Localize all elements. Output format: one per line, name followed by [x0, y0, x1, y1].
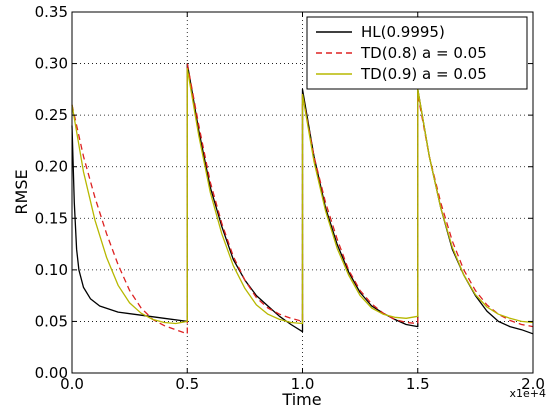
x-tick-label: 0.5: [175, 375, 199, 393]
ticks: [71, 11, 534, 374]
x-tick-label: 2.0: [521, 375, 545, 393]
y-tick-label: 0.10: [35, 261, 68, 279]
legend-box: [306, 16, 528, 90]
y-tick-label: 0.05: [35, 312, 68, 330]
legend-label-2: TD(0.8) a = 0.05: [360, 44, 487, 62]
x-tick-label: 0.0: [60, 375, 84, 393]
y-tick-label: 0.00: [35, 364, 68, 382]
legend-label-3: TD(0.9) a = 0.05: [360, 65, 487, 83]
x-tick-label: 1.0: [291, 375, 315, 393]
y-tick-label: 0.30: [35, 55, 68, 73]
legend-label-1: HL(0.9995): [361, 23, 445, 41]
x-offset-label: x1e+4: [510, 387, 547, 400]
y-axis-label: RMSE: [12, 169, 31, 214]
series-layer: [71, 62, 534, 335]
x-axis-label: Time: [281, 390, 321, 409]
y-tick-label: 0.20: [35, 158, 68, 176]
tick-labels: 0.0 0.5 1.0 1.5 2.0 0.00 0.05 0.10 0.15 0.20 0.25 0…: [35, 3, 545, 393]
y-tick-label: 0.25: [35, 106, 68, 124]
series-line-3: [71, 68, 534, 325]
y-tick-label: 0.35: [35, 3, 68, 21]
x-tick-label: 1.5: [406, 375, 430, 393]
y-tick-label: 0.15: [35, 209, 68, 227]
legend: HL(0.9995) TD(0.8) a = 0.05 TD(0.9) a = 0.…: [306, 16, 528, 90]
